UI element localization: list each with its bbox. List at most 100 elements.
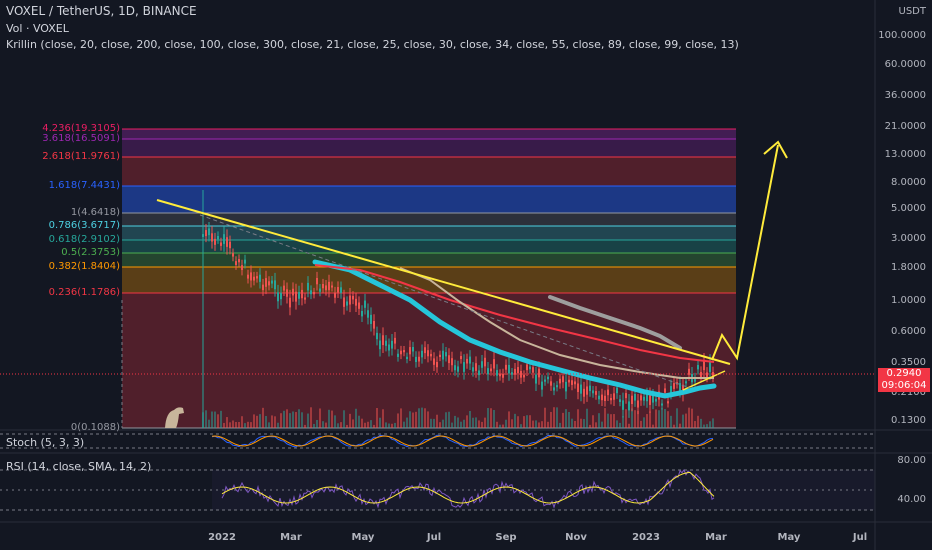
fib-label: 0(0.1088) <box>70 422 120 433</box>
candle-body <box>469 356 471 364</box>
fib-zone <box>122 157 736 186</box>
candle-body <box>349 295 351 305</box>
volume-bar <box>523 416 525 428</box>
candle-body <box>571 380 573 385</box>
volume-bar <box>415 411 417 428</box>
price-tick: 0.1300 <box>891 415 926 426</box>
volume-bar <box>574 420 576 428</box>
candle-body <box>523 374 525 378</box>
volume-bar <box>664 408 666 428</box>
candle-body <box>547 376 549 380</box>
rsi-sma-line <box>221 471 715 504</box>
volume-bar <box>592 415 594 428</box>
volume-bar <box>265 415 267 428</box>
candle-body <box>703 360 705 371</box>
candle-body <box>373 321 375 329</box>
time-tick: 2023 <box>632 532 660 543</box>
candle-body <box>259 274 261 282</box>
candle-body <box>478 370 480 376</box>
candle-body <box>454 365 456 371</box>
candle-body <box>499 373 501 377</box>
volume-bar <box>655 409 657 428</box>
krillin-legend[interactable]: Krillin (close, 20, close, 200, close, 1… <box>6 38 739 51</box>
fib-zone <box>122 186 736 213</box>
time-tick: Jul <box>852 532 868 543</box>
candle-body <box>619 399 621 402</box>
candle-body <box>451 358 453 366</box>
volume-bar <box>607 413 609 428</box>
volume-bar <box>271 415 273 428</box>
fib-zones <box>122 128 736 429</box>
candle-body <box>475 363 477 371</box>
volume-bar <box>613 414 615 428</box>
volume-bar <box>646 414 648 428</box>
candle-body <box>595 391 597 395</box>
candle-body <box>310 290 312 295</box>
ma-cyan-line <box>312 259 717 399</box>
volume-bar <box>598 413 600 428</box>
volume-bar <box>616 420 618 428</box>
volume-bar <box>253 414 255 428</box>
volume-bar <box>688 407 690 428</box>
volume-bar <box>706 424 708 428</box>
volume-bar <box>469 410 471 428</box>
candle-body <box>301 289 303 299</box>
volume-bar <box>463 419 465 428</box>
candle-body <box>361 310 363 317</box>
volume-bar <box>532 420 534 428</box>
volume-bar <box>229 422 231 428</box>
candle-body <box>337 287 339 293</box>
volume-bar <box>298 409 300 428</box>
volume-bar <box>232 420 234 428</box>
candle-body <box>580 384 582 394</box>
time-tick: May <box>777 532 801 543</box>
time-tick: May <box>351 532 375 543</box>
fib-zone <box>122 226 736 240</box>
volume-legend[interactable]: Vol · VOXEL <box>6 22 69 35</box>
volume-bar <box>412 412 414 428</box>
price-tick: 21.0000 <box>884 121 926 132</box>
candle-body <box>490 368 492 372</box>
volume-bar <box>355 408 357 428</box>
rsi-tick-40: 40.00 <box>897 494 926 505</box>
candle-body <box>655 398 657 402</box>
volume-bar <box>466 415 468 428</box>
candle-body <box>316 277 318 285</box>
candle-body <box>679 383 681 391</box>
candle-body <box>217 235 219 240</box>
candle-body <box>292 288 294 296</box>
candle-body <box>283 285 285 291</box>
candle-body <box>628 401 630 411</box>
volume-bar <box>559 422 561 428</box>
volume-bar <box>586 408 588 428</box>
candle-body <box>592 390 594 394</box>
y-axis-currency: USDT <box>898 6 926 17</box>
volume-bar <box>511 419 513 428</box>
candle-body <box>529 366 531 370</box>
rsi-legend[interactable]: RSI (14, close, SMA, 14, 2) <box>6 460 152 473</box>
fib-label: 3.618(16.5091) <box>42 133 120 144</box>
candle-body <box>457 366 459 372</box>
symbol-title[interactable]: VOXEL / TetherUS, 1D, BINANCE <box>6 4 197 18</box>
fib-zone <box>122 213 736 226</box>
candle-body <box>382 335 384 346</box>
candle-body <box>247 274 249 279</box>
price-tick: 13.0000 <box>884 149 926 160</box>
volume-bar <box>277 422 279 428</box>
candle-body <box>559 378 561 384</box>
volume-bar <box>673 424 675 428</box>
volume-bar <box>358 415 360 428</box>
price-tick: 100.0000 <box>878 30 926 41</box>
volume-bar <box>634 410 636 428</box>
volume-bar <box>385 422 387 428</box>
volume-bar <box>409 411 411 428</box>
stoch-legend[interactable]: Stoch (5, 3, 3) <box>6 436 85 449</box>
candle-body <box>589 385 591 392</box>
volume-bar <box>337 423 339 428</box>
time-tick: Jul <box>426 532 442 543</box>
candle-body <box>544 379 546 382</box>
candle-body <box>607 389 609 396</box>
time-tick: Sep <box>495 532 517 543</box>
volume-bar <box>241 416 243 428</box>
